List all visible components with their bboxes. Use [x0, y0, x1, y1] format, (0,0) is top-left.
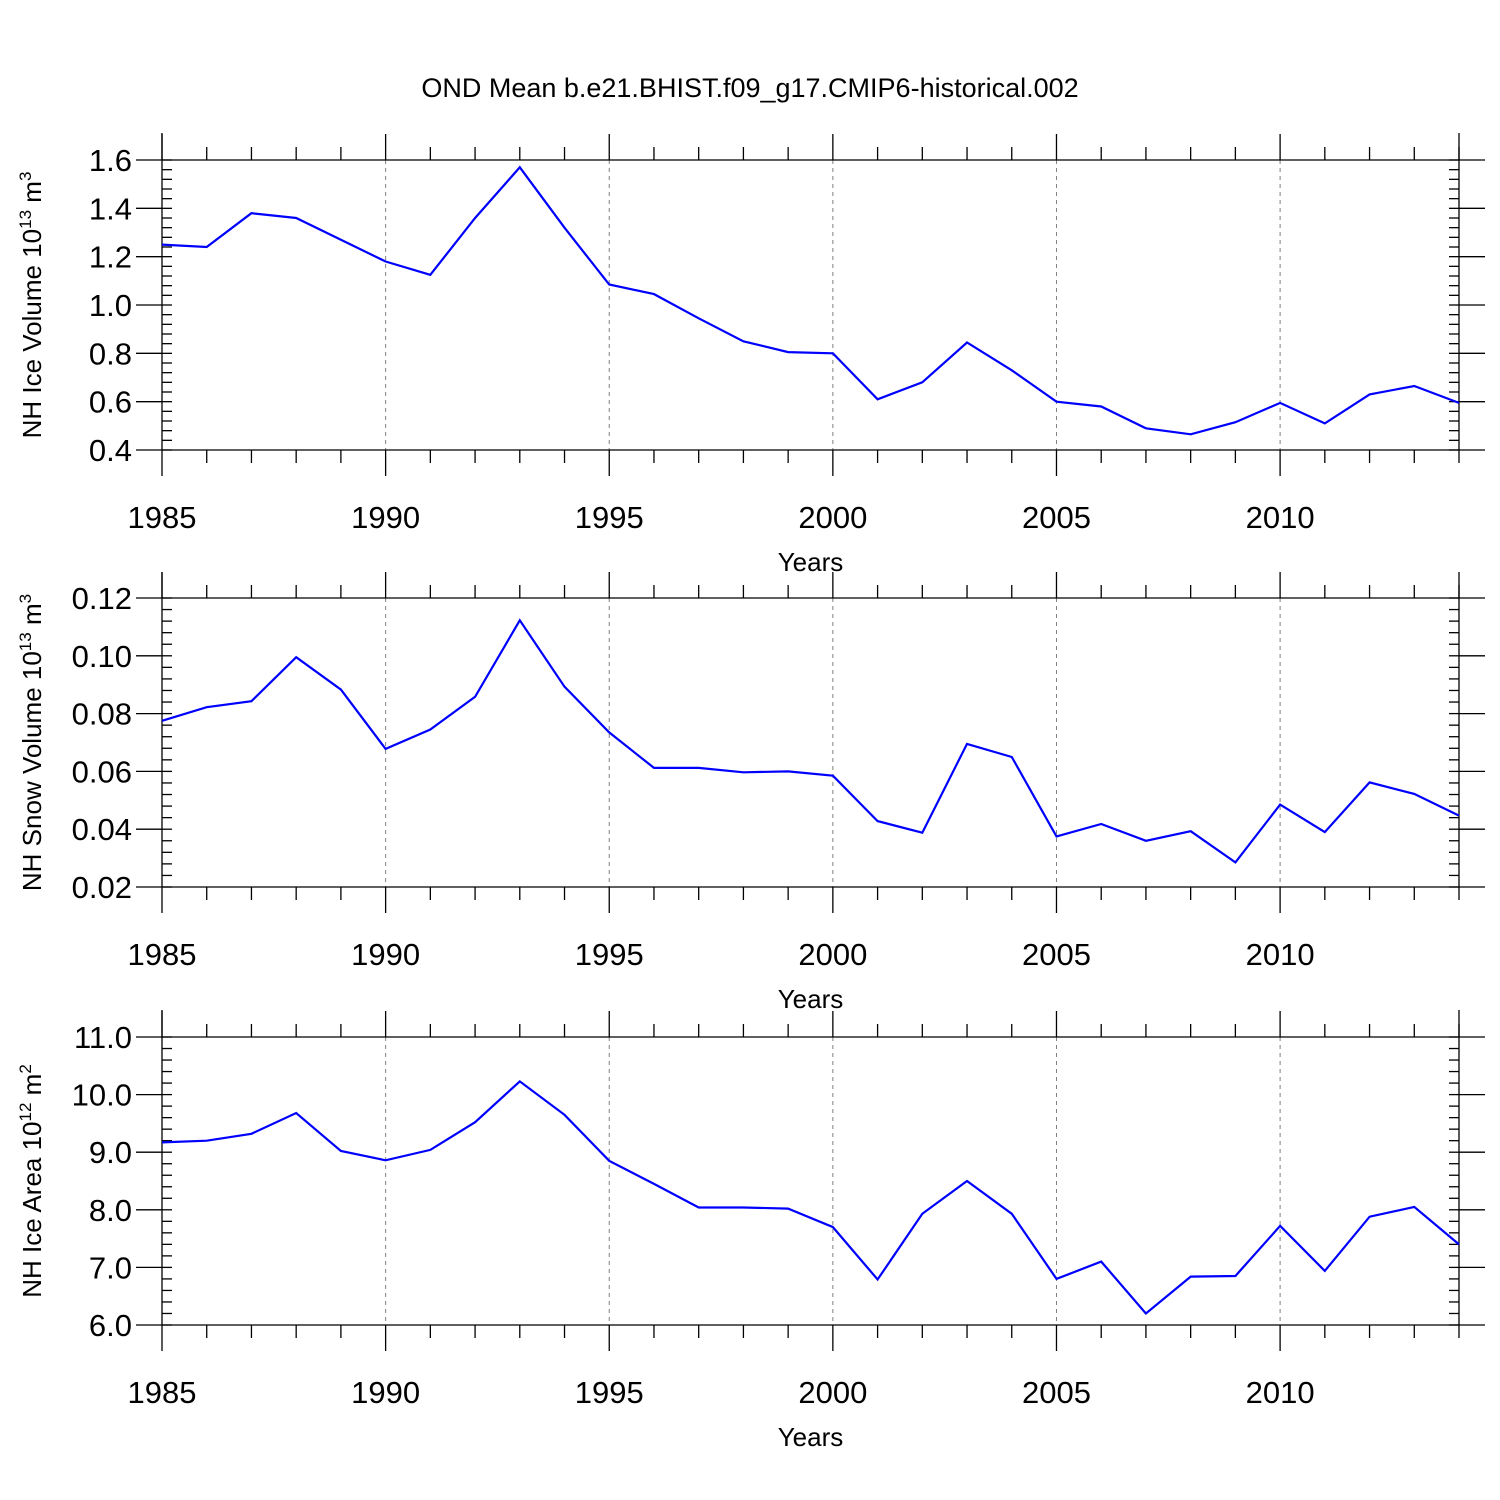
x-tick-label: 1985 — [128, 500, 197, 535]
y-tick-label: 0.06 — [72, 754, 132, 789]
y-tick-label: 7.0 — [89, 1250, 132, 1285]
y-tick-label: 0.12 — [72, 581, 132, 616]
x-tick-label: 2010 — [1246, 937, 1315, 972]
x-axis-label: Years — [778, 1422, 844, 1452]
y-tick-label: 0.8 — [89, 336, 132, 371]
y-tick-label: 1.6 — [89, 143, 132, 178]
y-tick-label: 9.0 — [89, 1135, 132, 1170]
x-tick-label: 1990 — [351, 500, 420, 535]
x-tick-label: 1995 — [575, 1375, 644, 1410]
y-tick-label: 0.08 — [72, 697, 132, 732]
x-tick-label: 2010 — [1246, 1375, 1315, 1410]
y-tick-label: 0.6 — [89, 385, 132, 420]
y-tick-label: 0.4 — [89, 433, 132, 468]
x-tick-label: 2000 — [798, 937, 867, 972]
x-tick-label: 2010 — [1246, 500, 1315, 535]
x-tick-label: 1995 — [575, 500, 644, 535]
panel-3: 6.0 7.0 8.0 9.0 10.0 11.0 1985 1990 1995 2000 2005… — [16, 1010, 1485, 1452]
x-tick-label: 2000 — [798, 500, 867, 535]
y-tick-label: 1.4 — [89, 191, 132, 226]
figure-title: OND Mean b.e21.BHIST.f09_g17.CMIP6-histo… — [421, 73, 1078, 103]
x-tick-label: 1985 — [128, 1375, 197, 1410]
y-tick-label: 11.0 — [74, 1020, 132, 1055]
x-tick-label: 1985 — [128, 937, 197, 972]
series-line — [161, 165, 1460, 436]
x-tick-label: 1990 — [351, 1375, 420, 1410]
y-axis-label: NH Snow Volume 1013 m3 — [16, 594, 47, 891]
y-tick-label: 8.0 — [89, 1193, 132, 1228]
x-tick-label: 1995 — [575, 937, 644, 972]
x-axis-label: Years — [778, 984, 844, 1014]
y-tick-label: 0.02 — [72, 870, 132, 905]
series-line — [161, 618, 1460, 864]
panel-1: 0.4 0.6 0.8 1.0 1.2 1.4 1.6 1985 1990 1995 2000 200… — [16, 133, 1485, 577]
series-line — [161, 1079, 1460, 1316]
x-tick-label: 2005 — [1022, 1375, 1091, 1410]
y-tick-label: 1.0 — [89, 288, 132, 323]
y-tick-label: 1.2 — [89, 240, 132, 275]
x-tick-label: 2000 — [798, 1375, 867, 1410]
y-tick-label: 0.10 — [72, 639, 132, 674]
x-tick-label: 2005 — [1022, 937, 1091, 972]
y-axis-label: NH Ice Area 1012 m2 — [16, 1064, 47, 1298]
y-tick-label: 6.0 — [89, 1308, 132, 1343]
y-tick-label: 0.04 — [72, 812, 132, 847]
y-axis-label: NH Ice Volume 1013 m3 — [16, 172, 47, 439]
y-tick-label: 10.0 — [72, 1078, 132, 1113]
x-tick-label: 2005 — [1022, 500, 1091, 535]
x-tick-label: 1990 — [351, 937, 420, 972]
panel-2: 0.02 0.04 0.06 0.08 0.10 0.12 1985 1990 1995 2000… — [16, 572, 1485, 1014]
